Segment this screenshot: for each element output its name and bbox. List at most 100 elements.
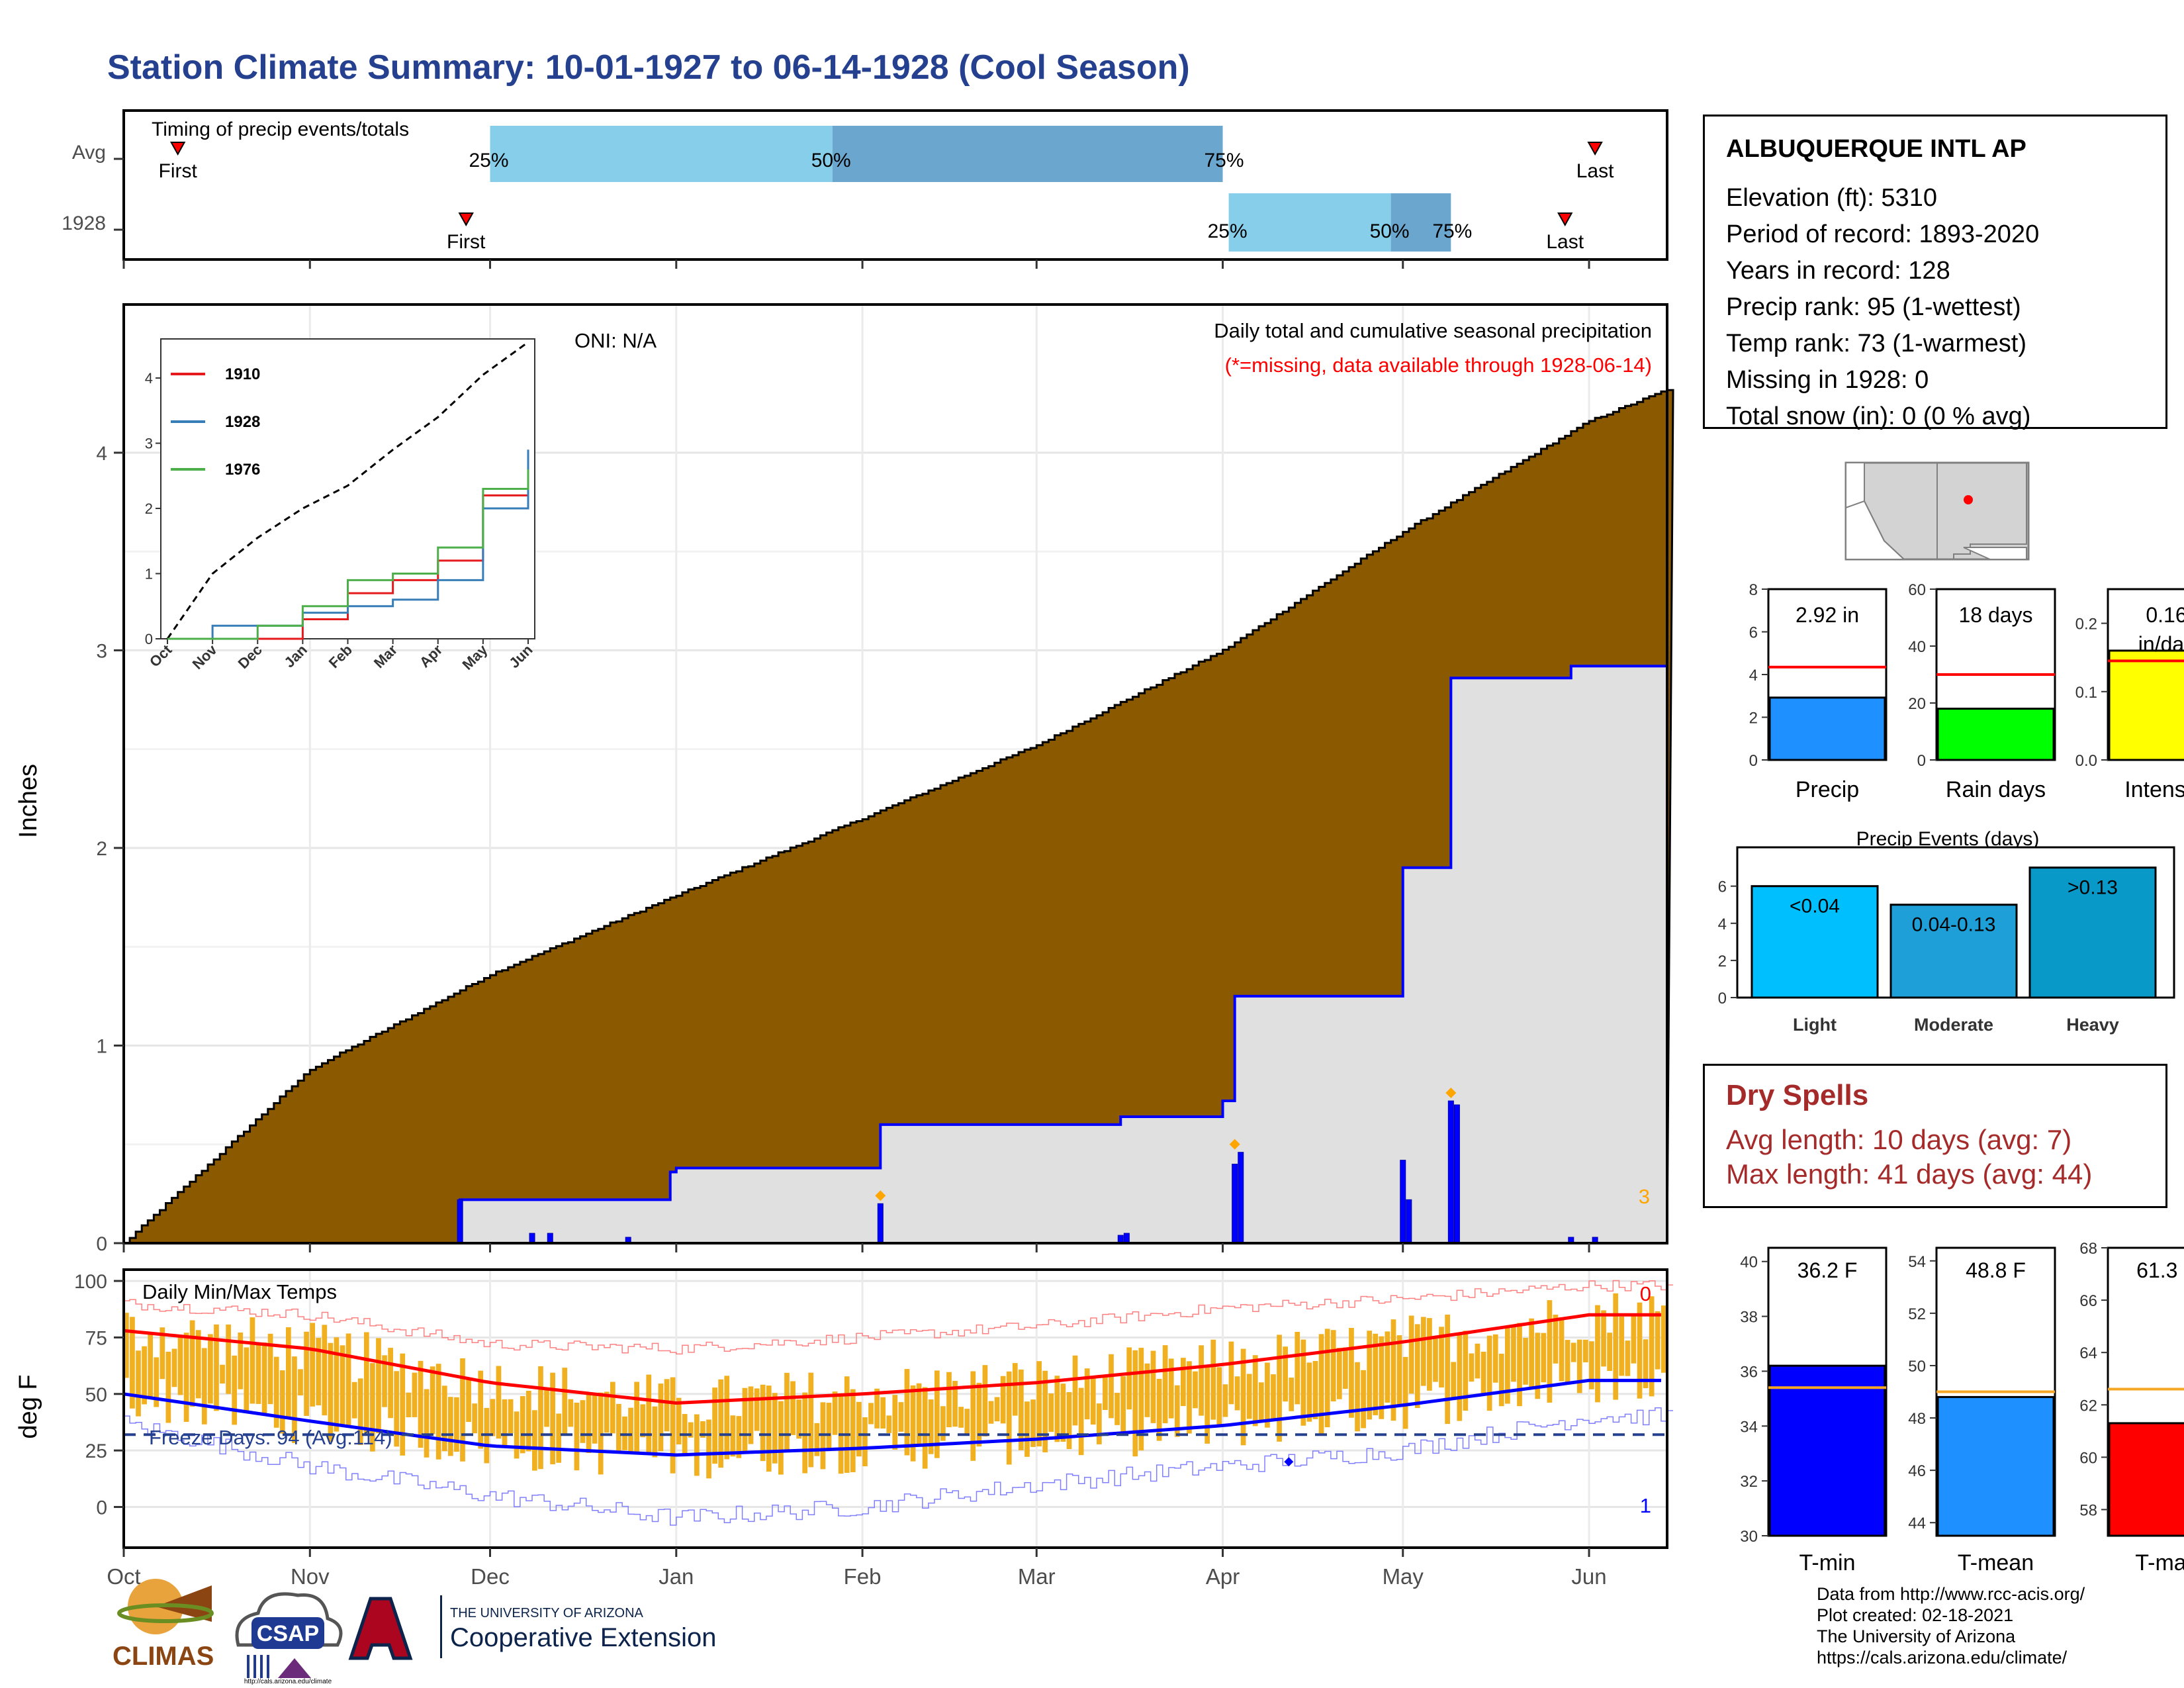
daily-temp-bar [1475,1343,1480,1379]
daily-temp-bar [1463,1331,1469,1411]
daily-temp-bar [1414,1324,1420,1409]
temp-ytick-label: 75 [85,1327,107,1349]
daily-temp-bar [1511,1326,1516,1382]
inset-ytick-label: 4 [145,370,153,387]
daily-temp-bar [1427,1318,1432,1391]
summary-ytick-label: 0.0 [2075,752,2097,770]
station-line-temp-rank: Temp rank: 73 (1-warmest) [1726,330,2027,357]
daily-temp-bar [279,1370,285,1434]
temp-bar-t-min [1768,1364,1886,1537]
daily-temp-bar [1252,1355,1258,1427]
daily-temp-bar [574,1402,580,1471]
events-category-label: Moderate [1914,1015,1993,1035]
daily-temp-bar [1649,1296,1655,1397]
daily-temp-bar [1582,1339,1588,1363]
daily-temp-bar [1277,1335,1282,1442]
summary-value-unit: in/day [2138,632,2184,656]
last-event-label: Last [1576,160,1614,182]
daily-temp-bar [1379,1336,1385,1419]
daily-temp-bar [195,1330,201,1399]
daily-temp-bar [934,1370,940,1458]
daily-temp-bar [1637,1302,1643,1399]
daily-temp-bar [1367,1331,1373,1420]
inset-ytick-label: 2 [145,500,153,517]
daily-temp-bar [886,1415,892,1433]
inset-xtick-label: Apr [416,641,446,671]
daily-temp-bar [796,1399,801,1439]
daily-temp-bar [664,1379,670,1432]
daily-temp-bar [370,1363,375,1452]
daily-precip-bar [877,1203,884,1244]
temp-bar-ytick-label: 52 [1908,1305,1926,1323]
timing-bar-q2 [1228,193,1391,252]
daily-temp-bar [904,1369,910,1456]
daily-temp-bar [1439,1327,1444,1387]
timing-label-75: 75% [1205,150,1244,171]
daily-temp-bar [1000,1376,1006,1424]
events-bar-label: >0.13 [2068,877,2118,899]
timing-bar-q3 [832,126,1223,182]
avg-min-line [123,1378,1661,1457]
daily-temp-bar [862,1417,868,1467]
daily-temp-bar [363,1332,369,1434]
temp-bar-ytick-label: 50 [1908,1358,1926,1376]
missing-note: (*=missing, data available through 1928-… [1225,353,1652,377]
daily-temp-bar [514,1411,520,1459]
daily-temp-bar [1361,1370,1366,1429]
temp-bar-value: 36.2 F [1797,1258,1858,1282]
ytick-label: 3 [96,640,107,662]
daily-temp-bar [220,1364,225,1384]
record-event-marker-icon [875,1190,886,1201]
logos: CLIMAS CSAP http://cals.arizona.edu/clim… [113,1579,716,1685]
daily-temp-bar [1312,1360,1318,1419]
station-name: ALBUQUERQUE INTL AP [1726,135,2026,163]
csap-logo: CSAP http://cals.arizona.edu/climate [235,1592,343,1685]
credit-line-url: https://cals.arizona.edu/climate/ [1817,1648,2068,1667]
daily-temp-bar [556,1413,562,1463]
daily-temp-bar [525,1390,531,1452]
main-subtitle: Daily total and cumulative seasonal prec… [1214,319,1652,342]
daily-temp-bar [189,1320,195,1407]
daily-temp-bar [1420,1317,1426,1386]
month-label: Dec [471,1564,510,1589]
summary-ytick-label: 0 [1917,752,1926,770]
daily-temp-bar [232,1355,238,1425]
summary-ytick-label: 60 [1908,581,1926,599]
daily-temp-bar [1240,1348,1246,1446]
events-category-label: Light [1793,1015,1837,1035]
events-bar-label: <0.04 [1790,896,1840,917]
summary-ytick-label: 40 [1908,638,1926,656]
daily-temp-bar [922,1387,928,1469]
temp-bar-value: 48.8 F [1966,1258,2026,1282]
daily-temp-bar [1643,1339,1649,1389]
daily-temp-bar [424,1389,430,1458]
station-line-missing: Missing in 1928: 0 [1726,366,1929,394]
events-category-label: Heavy [2066,1015,2119,1035]
daily-temp-bar [814,1423,820,1456]
daily-temp-bar [406,1392,412,1418]
summary-ytick-label: 20 [1908,695,1926,713]
temp-bar-label: T-min [1799,1550,1856,1575]
daily-temp-bar [550,1372,555,1465]
month-label: Jun [1571,1564,1606,1589]
daily-temp-bar [520,1396,525,1454]
events-bar-light [1751,885,1879,999]
record-high-line [124,1280,1674,1355]
daily-precip-bar [1453,1104,1460,1244]
daily-temp-bar [1457,1335,1463,1421]
ua-big-text: Cooperative Extension [450,1623,716,1652]
temp-bar-value: 61.3 F [2136,1258,2184,1282]
temp-bar-ytick-label: 30 [1740,1528,1758,1546]
csap-badge [251,1617,324,1649]
daily-temp-bar [244,1347,250,1413]
inset-legend-label: 1928 [225,413,260,431]
temp-bar-ytick-label: 40 [1740,1254,1758,1272]
map-mexico [1963,547,2027,560]
daily-temp-bar [1199,1345,1204,1416]
daily-temp-bar [1625,1340,1631,1376]
summary-ytick-label: 0.2 [2075,616,2097,633]
daily-temp-bar [1193,1371,1198,1409]
daily-temp-bar [357,1378,363,1445]
inset-series-line [166,341,529,639]
